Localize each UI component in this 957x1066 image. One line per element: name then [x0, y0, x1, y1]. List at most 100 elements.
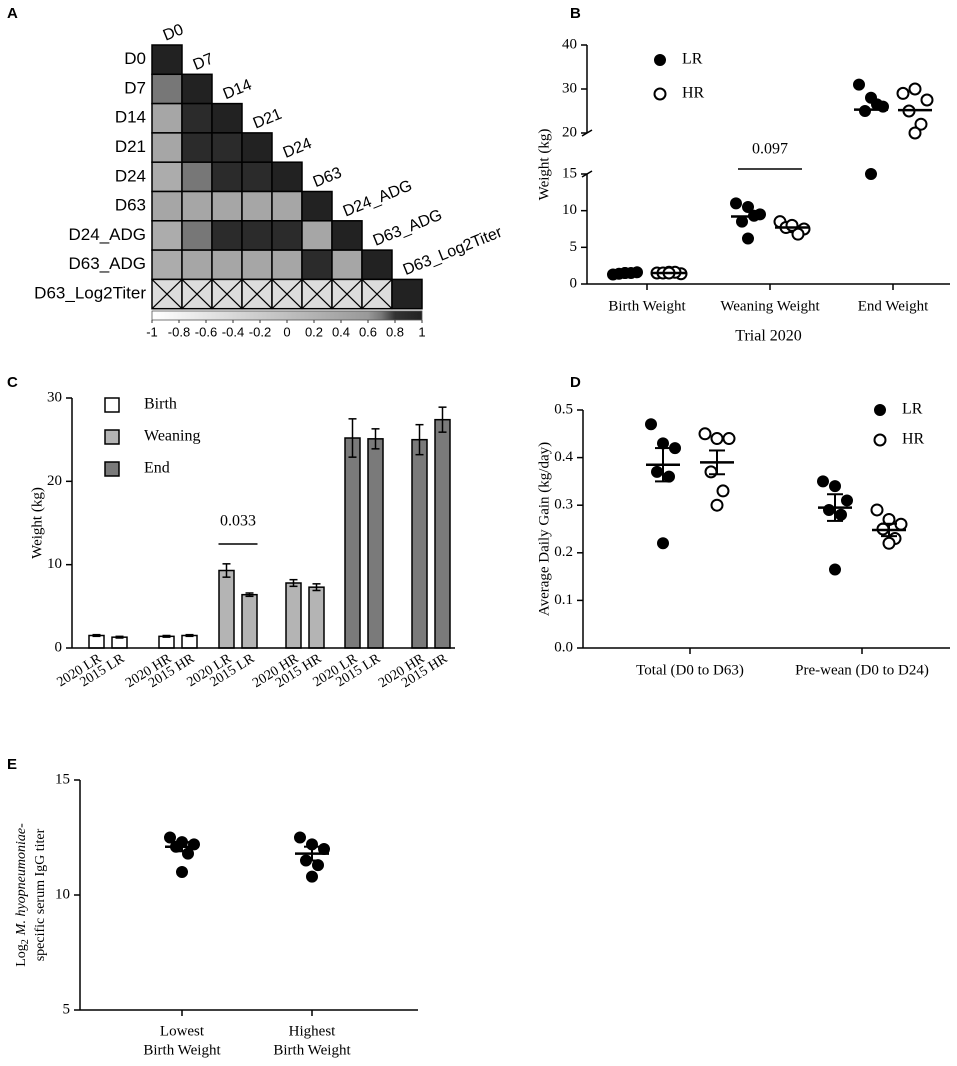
- data-point: [704, 465, 718, 479]
- label-part: -: [14, 823, 29, 828]
- bar: [367, 438, 384, 649]
- x-tick-label: Lowest: [160, 1023, 205, 1039]
- data-point: [894, 517, 908, 531]
- cell: [361, 249, 393, 281]
- legend-marker: [873, 433, 887, 447]
- panel-letter: C: [7, 374, 18, 391]
- row-label: D21: [115, 137, 146, 156]
- cell-cross: [331, 278, 363, 310]
- y-axis-label: Average Daily Gain (kg/day): [536, 442, 552, 616]
- bar: [411, 438, 428, 649]
- y-tick-label: 30: [562, 80, 577, 96]
- cell-cross: [211, 278, 243, 310]
- cell: [271, 190, 303, 222]
- colorbar-tick-label: 0.8: [386, 324, 404, 339]
- row-label: D14: [115, 108, 146, 127]
- cell: [151, 190, 183, 222]
- row-label: D0: [124, 49, 146, 68]
- y-tick-label: 0.4: [554, 449, 573, 465]
- cell: [151, 102, 183, 134]
- panel-letter: E: [7, 756, 17, 773]
- cell: [181, 161, 213, 193]
- y-tick-label: 0.3: [554, 497, 573, 513]
- y-tick-label: 5: [63, 1001, 71, 1017]
- data-point: [182, 847, 194, 860]
- cell: [271, 249, 303, 281]
- panel-letter: B: [570, 5, 581, 22]
- data-point: [710, 498, 724, 512]
- cell: [241, 220, 273, 251]
- cell: [331, 220, 363, 251]
- legend-label: End: [144, 460, 170, 477]
- data-point: [176, 866, 188, 878]
- cell: [301, 220, 333, 251]
- bar: [241, 593, 258, 649]
- cell-cross: [181, 278, 213, 310]
- legend-swatch: [104, 397, 120, 413]
- y-axis-label: Weight (kg): [29, 487, 45, 559]
- y-tick-label: 15: [562, 165, 577, 181]
- colorbar-tick-label: 0: [283, 324, 290, 339]
- data-point: [716, 484, 730, 498]
- column-label: D24_ADG: [341, 177, 415, 220]
- x-tick-label: Birth Weight: [143, 1042, 221, 1058]
- x-tick-label: Birth Weight: [608, 298, 686, 314]
- y-tick-label: 0.0: [554, 639, 573, 655]
- y-tick-label: 20: [47, 473, 62, 489]
- bar: [181, 634, 198, 649]
- colorbar-tick-label: 1: [418, 324, 425, 339]
- colorbar-tick-label: 0.2: [305, 324, 323, 339]
- cell-cross: [361, 278, 393, 310]
- data-point: [823, 503, 835, 516]
- row-label: D24_ADG: [69, 225, 146, 244]
- cell: [211, 220, 243, 251]
- data-point: [841, 494, 853, 507]
- cell: [391, 278, 423, 310]
- annotation: 0.097: [752, 141, 788, 158]
- row-label: D24: [115, 166, 146, 185]
- cell: [241, 161, 273, 193]
- data-point: [742, 201, 754, 213]
- column-label: D21: [251, 106, 285, 133]
- data-point: [908, 82, 922, 96]
- cell: [181, 190, 213, 222]
- row-label: D63_ADG: [69, 254, 146, 273]
- cell-cross: [271, 278, 303, 310]
- x-tick-label: Birth Weight: [273, 1042, 351, 1058]
- label-subscript: 2: [20, 939, 31, 944]
- y-tick-label: 0.1: [554, 592, 573, 608]
- legend-label: Birth: [144, 396, 177, 413]
- x-tick-label: Highest: [289, 1023, 336, 1039]
- cell: [181, 220, 213, 251]
- y-tick-label: 20: [562, 124, 577, 140]
- column-label: D0: [161, 21, 186, 44]
- cell: [271, 220, 303, 251]
- cell: [211, 190, 243, 222]
- y-tick-label: 10: [55, 886, 70, 902]
- legend-swatch: [104, 429, 120, 445]
- x-axis-label: Trial 2020: [735, 328, 802, 345]
- data-point: [914, 117, 928, 131]
- cell: [331, 249, 363, 281]
- y-tick-label: 0: [570, 275, 578, 291]
- colorbar-tick-label: 0.4: [332, 324, 350, 339]
- cell-cross: [301, 278, 333, 310]
- bar: [308, 586, 325, 649]
- y-tick-label: 5: [570, 239, 578, 255]
- cell: [151, 161, 183, 193]
- legend-label: LR: [682, 51, 703, 68]
- data-point: [865, 168, 877, 180]
- y-axis-label: Weight (kg): [536, 129, 552, 201]
- data-point: [920, 93, 934, 107]
- data-point: [294, 831, 306, 844]
- bar: [434, 418, 451, 649]
- data-point: [870, 503, 884, 517]
- y-tick-label: 15: [55, 771, 70, 787]
- legend-marker: [653, 87, 667, 101]
- data-point: [669, 442, 681, 455]
- cell: [181, 249, 213, 281]
- data-point: [710, 432, 724, 446]
- data-point: [722, 432, 736, 446]
- row-label: D7: [124, 78, 146, 97]
